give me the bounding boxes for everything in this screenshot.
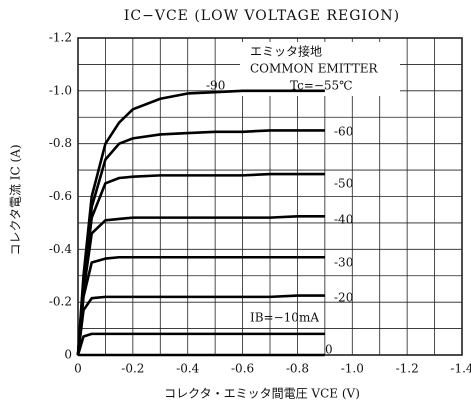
curve: [76, 89, 325, 356]
curve: [76, 129, 325, 356]
y-tick-label: -1.0: [49, 83, 72, 97]
curve-label: -90: [206, 79, 225, 93]
x-tick-label: -0.6: [231, 362, 254, 376]
curve-label: -60: [334, 125, 353, 139]
curve: [76, 332, 325, 356]
y-tick-label: -1.2: [49, 31, 72, 45]
curve: [76, 215, 325, 356]
x-tick-label: -0.4: [176, 362, 200, 376]
x-tick-label: 0: [74, 362, 82, 376]
annotation: Tc=−55℃: [290, 79, 353, 93]
curve-label: -20: [334, 291, 353, 305]
y-tick-label: -0.6: [49, 189, 72, 203]
curve-label: -50: [334, 177, 353, 191]
curve-label: -30: [334, 256, 353, 270]
x-axis-label: コレクタ・エミッタ間電圧 VCE (V): [164, 387, 360, 401]
y-tick-label: -0.4: [49, 242, 73, 256]
annotation: エミッタ接地: [250, 44, 322, 59]
x-tick-label: -0.8: [286, 362, 309, 376]
y-axis-label: コレクタ電流 IC (A): [9, 144, 23, 255]
annotation-box: [240, 42, 400, 96]
y-tick-label: 0: [64, 348, 72, 362]
x-tick-label: -1.4: [450, 362, 471, 376]
curve-label: IB=−10mA: [250, 311, 319, 325]
x-tick-label: -0.2: [121, 362, 144, 376]
curve-label: -40: [334, 213, 353, 227]
x-tick-label: -1.0: [341, 362, 364, 376]
y-tick-label: -0.8: [49, 136, 72, 150]
y-tick-label: -0.2: [49, 295, 72, 309]
curve: [76, 172, 325, 356]
x-tick-label: -1.2: [396, 362, 419, 376]
chart-title: IC−VCE (LOW VOLTAGE REGION): [124, 8, 400, 24]
annotation: COMMON EMITTER: [250, 62, 379, 76]
curve: [76, 255, 325, 356]
curve: [76, 294, 325, 356]
curve-label: 0: [325, 343, 333, 357]
